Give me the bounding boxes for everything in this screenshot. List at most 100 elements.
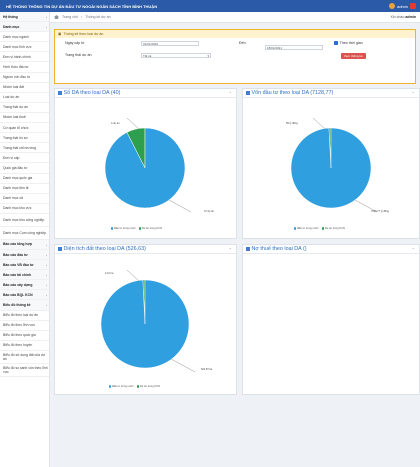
leader-line [127, 270, 139, 281]
legend-item[interactable]: Dự án trong KCN [322, 227, 345, 230]
sidebar-item[interactable]: Đơn vị cấp [0, 153, 49, 163]
breadcrumb-home[interactable]: Trang chủ [62, 15, 78, 19]
sidebar-item-label: Cơ quan tổ chức [3, 126, 28, 130]
legend-item[interactable]: Đầu tư trong nước [111, 227, 136, 230]
sidebar-item[interactable]: Nhóm loại thuế [0, 113, 49, 123]
chart-panel-count: Số DA theo loại DA (40) ⌃ 3 dự án 37 dự á… [54, 88, 237, 239]
sidebar-item-label: Biểu đồ sử dụng đất của dự án [3, 353, 49, 361]
sidebar-item-label: Trạng thái dự án [3, 105, 28, 109]
chart-panel-capital: Vốn đầu tư theo loại DA (7128,77) ⌃ 59 tỷ… [242, 88, 420, 239]
legend-item[interactable]: Đầu tư trong nước [294, 227, 319, 230]
sidebar-item[interactable]: Báo cáo tài chính ‹ [0, 270, 49, 280]
sidebar-item[interactable]: Danh mục khu vực [0, 204, 49, 214]
chart-title: Số DA theo loại DA (40) [64, 90, 121, 96]
sidebar-item[interactable]: Biểu đồ theo huyện [0, 341, 49, 351]
sidebar-item-label: Danh mục [3, 25, 19, 29]
chart-icon [246, 247, 250, 251]
sidebar-item[interactable]: Báo cáo BQL KCN ‹ [0, 290, 49, 300]
sidebar-item[interactable]: Trạng thái hồ sơ [0, 133, 49, 143]
chevron-icon: ‹ [46, 263, 47, 267]
leader-line [169, 200, 191, 212]
sidebar-item[interactable]: Trạng thái dự án [0, 103, 49, 113]
leader-line [127, 118, 139, 129]
chevron-icon: ‹ [46, 273, 47, 277]
breadcrumb-separator: › [81, 15, 82, 19]
sidebar-item[interactable]: Biểu đồ theo loại dự án [0, 311, 49, 321]
sidebar-item[interactable]: Biểu đồ theo lĩnh vực [0, 321, 49, 331]
sidebar-item[interactable]: Danh mục Cụm công nghiệp [0, 227, 49, 240]
notification-badge[interactable] [410, 3, 416, 9]
pie-slice[interactable] [101, 280, 189, 368]
greeting: Xin chào admin [390, 15, 420, 19]
sidebar-item[interactable]: Hình thức đầu tư [0, 62, 49, 72]
sidebar-item[interactable]: Biểu đồ so sánh vốn theo lĩnh vực [0, 364, 49, 377]
legend-item[interactable]: Dự án trong KCN [137, 385, 160, 388]
sidebar-item[interactable]: Báo cáo VB đầu tư ‹ [0, 260, 49, 270]
sidebar-item[interactable]: Danh mục quốc gia [0, 174, 49, 184]
main-content: Trang chủ › Thống kê dự án Xin chào admi… [50, 12, 420, 467]
filter-title: Thống kê theo loại dự án [63, 32, 103, 36]
chevron-down-icon: ▾ [207, 54, 209, 58]
pie-slice[interactable] [105, 128, 185, 208]
sidebar-item[interactable]: Báo cáo tổng hợp ‹ [0, 240, 49, 250]
collapse-icon[interactable]: ⌃ [229, 247, 232, 252]
sidebar-item[interactable]: Nhóm loại đất [0, 83, 49, 93]
sidebar-item[interactable]: Trạng thái chủ trương [0, 143, 49, 153]
legend-item[interactable]: Đầu tư trong nước [109, 385, 134, 388]
view-stats-button[interactable]: Xem thống kê [341, 53, 366, 59]
slice-label: 7069,77 tỷ đồng [371, 210, 389, 213]
user-menu[interactable]: admin [389, 3, 420, 9]
sidebar-item[interactable]: Biểu đồ thống kê ‹ [0, 300, 49, 310]
sidebar-item[interactable]: Nguồn vốn đầu tư [0, 73, 49, 83]
chart-legend: Đầu tư trong nước Dự án trong KCN [294, 227, 345, 230]
sidebar-item[interactable]: Loại dự án [0, 93, 49, 103]
sidebar-item[interactable]: Quốc gia đầu tư [0, 163, 49, 173]
sidebar-item-label: Danh mục khu công nghiệp [3, 218, 44, 222]
sidebar-item-label: Nhóm loại thuế [3, 115, 26, 119]
chart-panel-land: Diện tích đất theo loại DA (526,63) ⌃ 4,1… [54, 244, 237, 395]
date-to-input[interactable]: 18/01/2021 [265, 45, 323, 50]
chart-icon [246, 91, 250, 95]
sidebar-item-label: Báo cáo tổng hợp [3, 242, 32, 246]
sidebar-item-label: Biểu đồ theo loại dự án [3, 313, 38, 317]
sidebar-item[interactable]: Danh mục ngành [0, 32, 49, 42]
chevron-icon: ‹ [46, 283, 47, 287]
legend-item[interactable]: Dự án trong KCN [139, 227, 162, 230]
sidebar-item[interactable]: Danh mục tiền tệ [0, 184, 49, 194]
sidebar-item[interactable]: Danh mục ‹ [0, 22, 49, 32]
sidebar-item-label: Danh mục quốc gia [3, 176, 32, 180]
sidebar-item[interactable]: Hệ thống ‹ [0, 12, 49, 22]
sidebar-item-label: Biểu đồ thống kê [3, 303, 31, 307]
sidebar-item[interactable]: Đơn vị hành chính [0, 52, 49, 62]
time-checkbox[interactable] [334, 41, 338, 45]
sidebar-item[interactable]: Danh mục xã [0, 194, 49, 204]
filter-panel: ▣ Thống kê theo loại dự án Ngày cấp từ 0… [54, 29, 416, 84]
app-title: HỆ THỐNG THÔNG TIN DỰ ÁN ĐẦU TƯ NGOÀI NG… [0, 4, 389, 9]
top-bar: HỆ THỐNG THÔNG TIN DỰ ÁN ĐẦU TƯ NGOÀI NG… [0, 0, 420, 12]
breadcrumb-current: Thống kê dự án [85, 15, 110, 19]
sidebar-item[interactable]: Danh mục khu công nghiệp [0, 214, 49, 227]
sidebar-item[interactable]: Báo cáo đầu tư ‹ [0, 250, 49, 260]
sidebar-item[interactable]: Biểu đồ sử dụng đất của dự án [0, 351, 49, 364]
home-icon[interactable] [54, 15, 59, 19]
sidebar-item-label: Danh mục ngành [3, 35, 29, 39]
status-select[interactable]: Tất cả ▾ [141, 53, 211, 58]
sidebar-item[interactable]: Biểu đồ theo quốc gia [0, 331, 49, 341]
collapse-icon[interactable]: ⌃ [412, 247, 415, 252]
date-from-input[interactable]: 01/01/2020 [141, 41, 199, 46]
pie-chart [243, 98, 420, 240]
sidebar-item[interactable]: Báo cáo xây dựng ‹ [0, 280, 49, 290]
sidebar-item-label: Biểu đồ theo lĩnh vực [3, 323, 35, 327]
pie-slice[interactable] [291, 128, 371, 208]
sidebar-item[interactable]: Danh mục lĩnh vực [0, 42, 49, 52]
sidebar-item-label: Danh mục lĩnh vực [3, 45, 31, 49]
sidebar-item-label: Đơn vị cấp [3, 156, 19, 160]
chart-legend: Đầu tư trong nước Dự án trong KCN [111, 227, 162, 230]
collapse-icon[interactable]: ⌃ [229, 91, 232, 96]
date-from-label: Ngày cấp từ [65, 41, 95, 45]
leader-line [313, 118, 325, 129]
pie-chart [55, 254, 238, 396]
collapse-icon[interactable]: ⌃ [412, 91, 415, 96]
chevron-icon: ‹ [46, 25, 47, 29]
sidebar-item[interactable]: Cơ quan tổ chức [0, 123, 49, 133]
